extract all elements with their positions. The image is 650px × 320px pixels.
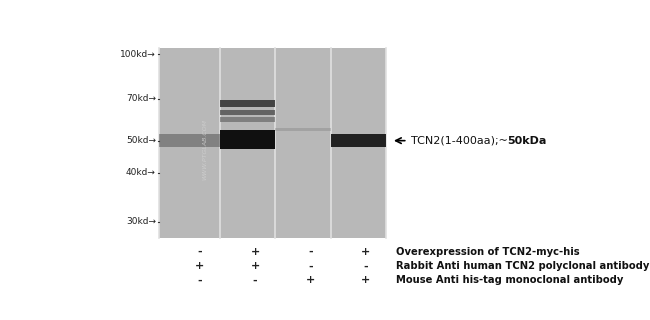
Bar: [220, 110, 275, 115]
Text: TCN2(1-400aa);~: TCN2(1-400aa);~: [411, 136, 512, 146]
Text: 50kd→: 50kd→: [126, 136, 156, 145]
Bar: [220, 117, 275, 122]
Bar: [331, 134, 386, 148]
Text: Overexpression of TCN2-myc-his: Overexpression of TCN2-myc-his: [396, 246, 580, 257]
Text: -: -: [198, 246, 202, 257]
Text: +: +: [361, 276, 370, 285]
Bar: [159, 48, 386, 238]
Text: 30kd→: 30kd→: [126, 218, 156, 227]
Text: -: -: [308, 246, 313, 257]
Text: 70kd→: 70kd→: [126, 94, 156, 103]
Text: 50kDa: 50kDa: [507, 136, 546, 146]
Text: 100kd→: 100kd→: [120, 50, 156, 59]
Text: -: -: [198, 276, 202, 285]
Bar: [220, 100, 275, 108]
Bar: [220, 130, 275, 149]
Text: +: +: [250, 261, 259, 271]
Text: -: -: [308, 261, 313, 271]
Bar: [159, 134, 220, 148]
Text: -: -: [253, 276, 257, 285]
Text: WWW.PTGLAB.COM: WWW.PTGLAB.COM: [202, 119, 207, 180]
Text: +: +: [361, 246, 370, 257]
Text: 40kd→: 40kd→: [126, 168, 156, 177]
Text: Rabbit Anti human TCN2 polyclonal antibody: Rabbit Anti human TCN2 polyclonal antibo…: [396, 261, 649, 271]
Text: +: +: [195, 261, 204, 271]
Text: -: -: [363, 261, 368, 271]
Text: Mouse Anti his-tag monoclonal antibody: Mouse Anti his-tag monoclonal antibody: [396, 276, 623, 285]
Bar: [275, 128, 331, 132]
Text: +: +: [250, 246, 259, 257]
Text: +: +: [306, 276, 315, 285]
